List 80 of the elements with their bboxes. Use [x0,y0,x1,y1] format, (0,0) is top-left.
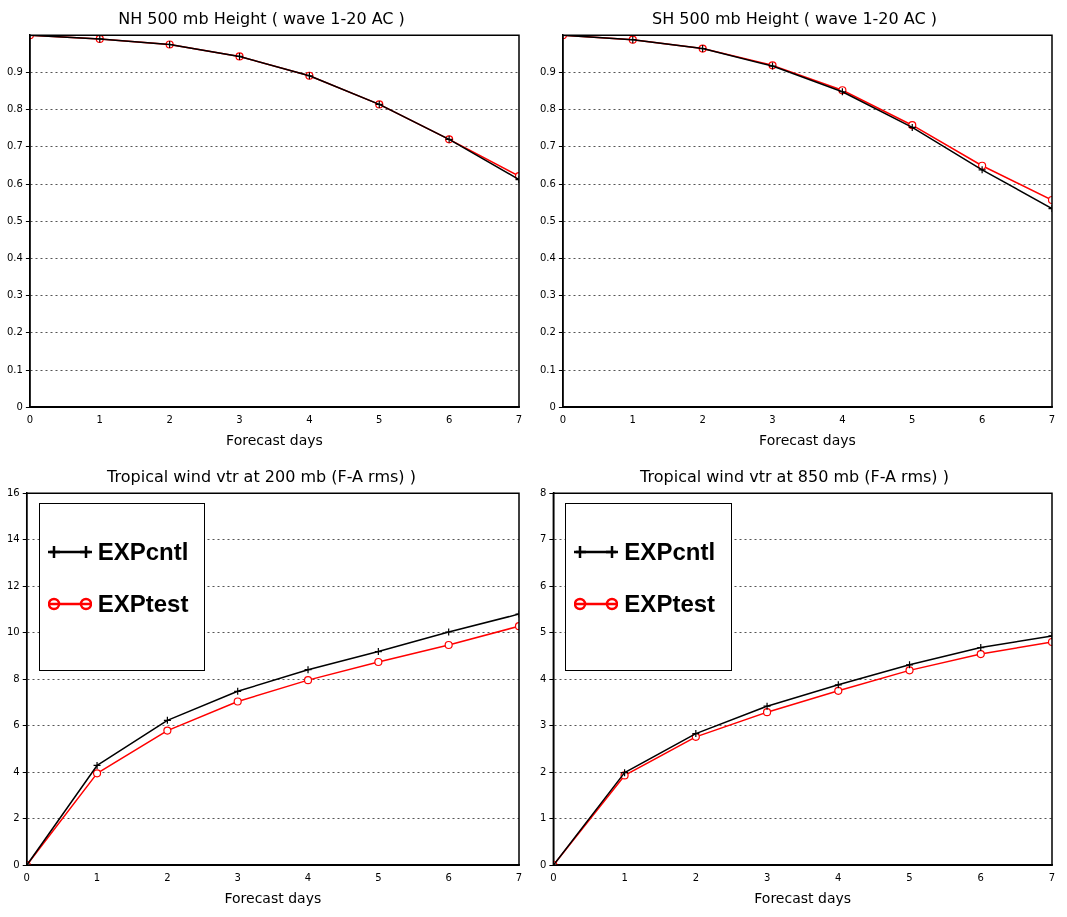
x-axis-title: Forecast days [226,432,323,449]
y-tick-label: 0.8 [540,103,556,115]
y-tick-label: 7 [539,533,547,545]
y-tick-label: 10 [6,626,20,638]
y-tick-label: 6 [13,719,20,731]
y-tick-label: 12 [6,579,20,591]
legend-label: EXPcntl [624,538,716,567]
chart-title: Tropical wind vtr at 200 mb (F-A rms) ) [106,466,416,486]
y-tick-label: 0.7 [540,140,556,152]
x-tick-label: 3 [234,871,241,883]
y-tick-label: 4 [539,672,547,684]
y-tick-label: 2 [539,765,547,777]
x-tick-label: 0 [26,413,34,425]
x-tick-label: 6 [978,413,986,425]
y-tick-label: 5 [539,626,547,638]
x-axis-title: Forecast days [754,890,852,907]
y-tick-label: 0.3 [7,289,23,301]
y-tick-label: 0.5 [7,214,23,226]
x-tick-label: 4 [304,871,312,883]
y-tick-label: 8 [13,672,20,684]
y-tick-label: 6 [539,579,547,591]
x-tick-label: 4 [306,413,313,425]
x-tick-label: 0 [559,413,567,425]
y-tick-label: 0 [13,858,20,870]
x-tick-label: 2 [692,871,700,883]
y-tick-label: 0.1 [7,363,23,375]
x-tick-label: 2 [164,871,171,883]
y-tick-label: 0.6 [540,177,556,189]
y-tick-label: 0.2 [540,326,556,338]
x-tick-label: 7 [515,413,523,425]
chart-title: NH 500 mb Height ( wave 1-20 AC ) [118,8,405,28]
y-tick-label: 0.6 [7,177,23,189]
y-tick-label: 2 [13,812,20,824]
x-tick-label: 3 [763,871,771,883]
legend-label: EXPtest [624,590,716,619]
y-tick-label: 3 [539,719,547,731]
y-tick-label: 0 [549,400,556,412]
x-tick-label: 1 [93,871,101,883]
y-tick-label: 0.4 [540,251,556,263]
x-tick-label: 4 [839,413,846,425]
y-tick-label: 0.1 [540,363,556,375]
x-tick-label: 5 [376,413,383,425]
x-axis-title: Forecast days [224,890,322,907]
y-tick-label: 0.5 [540,214,556,226]
x-tick-label: 5 [375,871,382,883]
x-tick-label: 2 [699,413,706,425]
y-tick-label: 0.7 [7,140,23,152]
x-tick-label: 1 [96,413,103,425]
x-tick-label: 3 [236,413,243,425]
y-tick-label: 1 [539,812,547,824]
chart-title: Tropical wind vtr at 850 mb (F-A rms) ) [639,466,949,486]
x-tick-label: 1 [621,871,628,883]
legend-label: EXPcntl [97,538,189,567]
y-tick-label: 0 [16,400,23,412]
x-tick-label: 3 [769,413,776,425]
legend-label: EXPtest [97,590,189,619]
y-tick-label: 14 [6,533,20,545]
y-tick-label: 8 [539,486,547,498]
x-tick-label: 6 [445,413,453,425]
y-tick-label: 0.9 [7,65,23,77]
x-tick-label: 7 [515,871,523,883]
y-tick-label: 0 [539,858,547,870]
x-tick-label: 6 [977,871,984,883]
x-tick-label: 4 [835,871,842,883]
x-axis-title: Forecast days [759,432,856,449]
y-tick-label: 0.9 [540,65,556,77]
y-tick-label: 0.8 [7,103,23,115]
y-tick-label: 0.3 [540,289,556,301]
chart-title: SH 500 mb Height ( wave 1-20 AC ) [652,8,937,28]
x-tick-label: 7 [1048,413,1056,425]
y-tick-label: 0.4 [7,251,23,263]
x-tick-label: 5 [909,413,916,425]
x-tick-label: 1 [629,413,636,425]
x-tick-label: 7 [1048,871,1056,883]
x-tick-label: 5 [906,871,913,883]
y-tick-label: 0.2 [7,326,23,338]
y-tick-label: 16 [6,486,20,498]
y-tick-label: 4 [13,765,20,777]
x-tick-label: 2 [166,413,173,425]
x-tick-label: 6 [445,871,452,883]
